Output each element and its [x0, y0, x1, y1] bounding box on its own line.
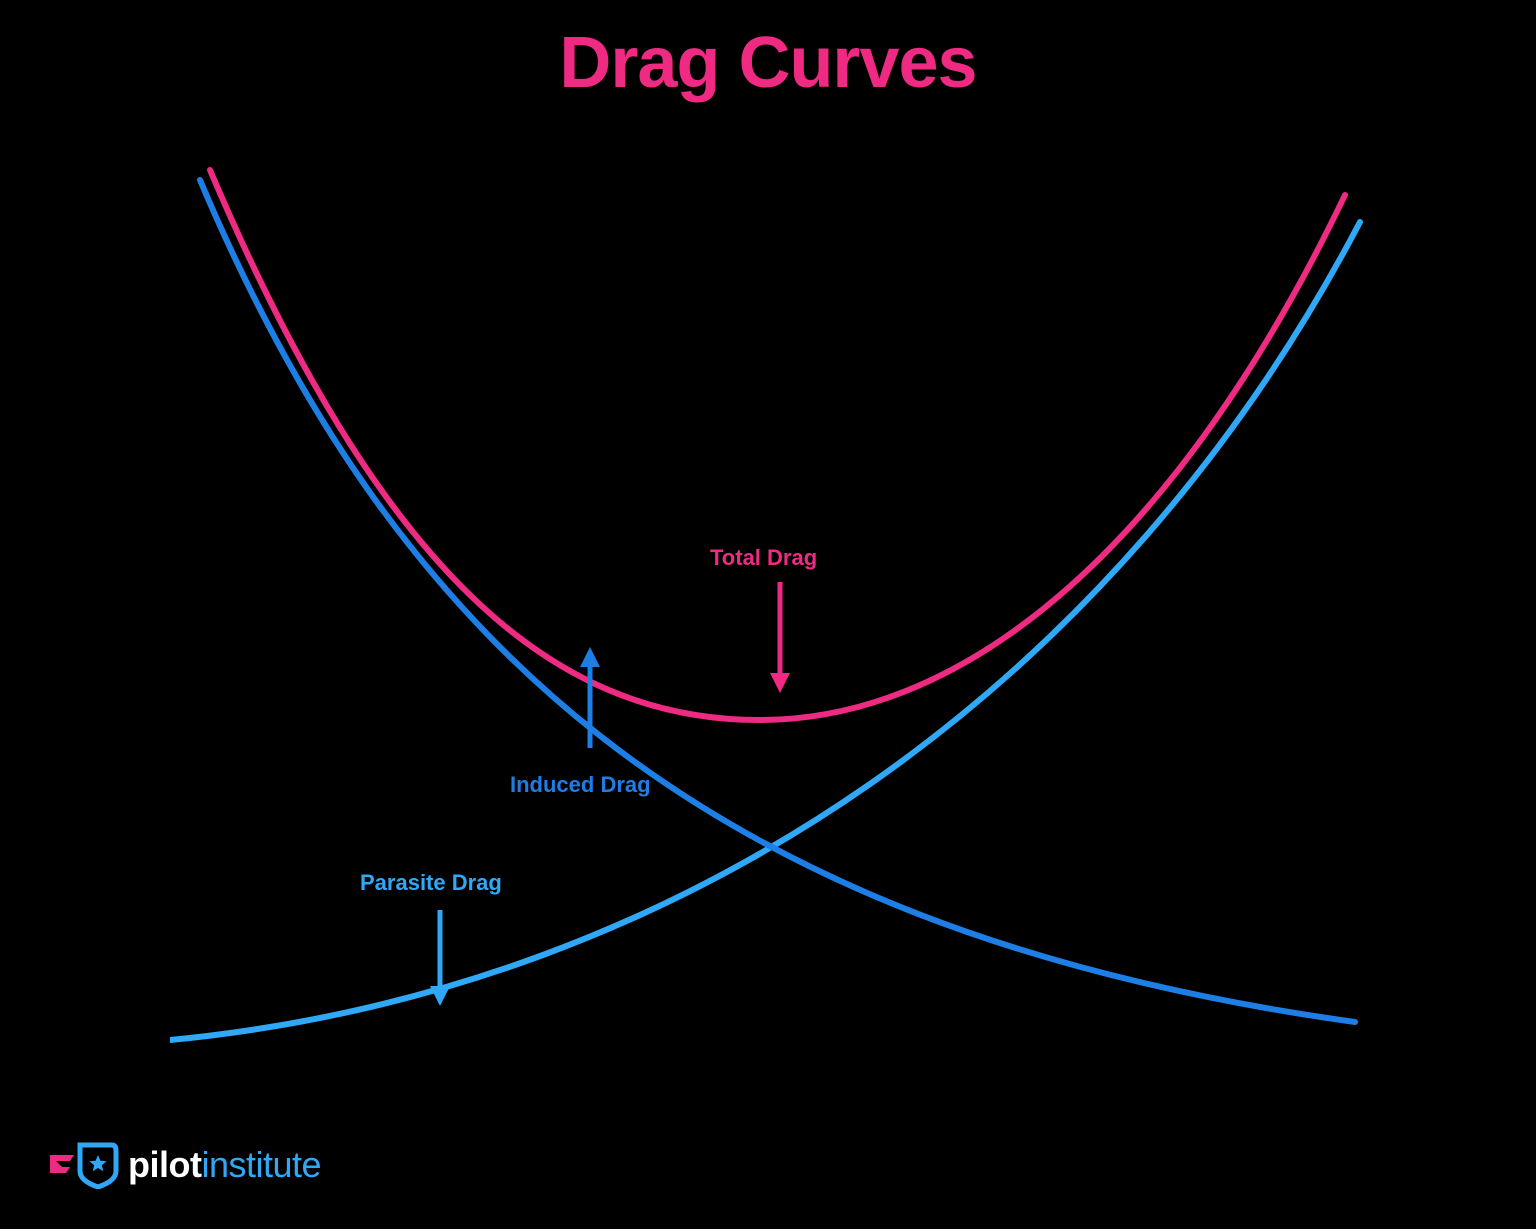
- brand-logo: pilotinstitute: [50, 1141, 321, 1189]
- parasite-drag-label: Parasite Drag: [360, 870, 502, 896]
- drag-curves-chart: Total Drag Induced Drag Parasite Drag: [170, 150, 1370, 1050]
- induced-drag-arrow-icon: [570, 647, 610, 752]
- parasite-drag-arrow-icon: [420, 910, 460, 1010]
- induced-drag-label: Induced Drag: [510, 772, 651, 798]
- brand-prefix: pilot: [128, 1144, 201, 1185]
- brand-wordmark: pilotinstitute: [128, 1144, 321, 1186]
- chart-title: Drag Curves: [559, 22, 976, 104]
- total-drag-label: Total Drag: [710, 545, 817, 571]
- brand-suffix: institute: [201, 1144, 321, 1185]
- total-drag-arrow-icon: [760, 582, 800, 697]
- pilot-institute-badge-icon: [50, 1141, 120, 1189]
